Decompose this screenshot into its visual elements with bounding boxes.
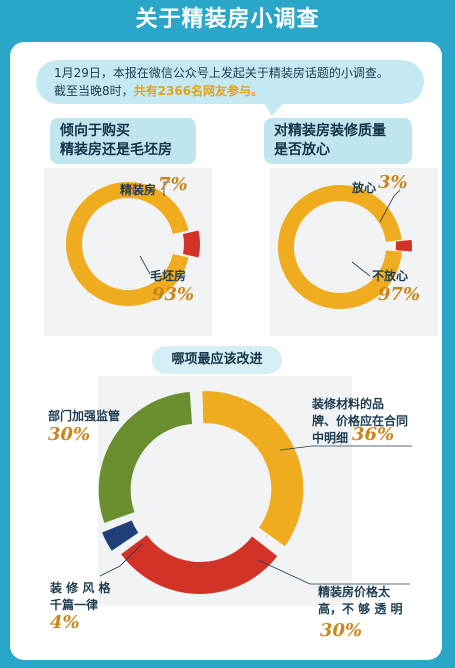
bubble-tail xyxy=(262,100,286,116)
donut3-leader-line-2 xyxy=(99,543,143,577)
q1-b-pct: 93% xyxy=(152,284,195,305)
q3-supervision-label: 部门加强监管 xyxy=(48,409,121,423)
intro-line-2-prefix: 截至当晚8时， xyxy=(54,84,134,98)
q3-slice-supervision xyxy=(98,392,193,523)
q1-b-label: 毛坯房 xyxy=(150,269,187,283)
q2-question-box: 对精装房装修质量 是否放心 xyxy=(264,118,412,164)
page-title: 关于精装房小调查 xyxy=(0,0,455,40)
q1-title-line-1: 倾向于购买 xyxy=(60,123,130,139)
q2-b-label: 不放心 xyxy=(372,269,409,283)
q3-supervision-pct: 30% xyxy=(48,424,91,445)
q1-a-pct: 7% xyxy=(158,174,188,195)
q2-slice-a xyxy=(395,239,412,252)
donut1-leader-line-1 xyxy=(139,255,151,275)
q3-title: 哪项最应该改进 xyxy=(152,346,282,374)
q3-materials-pct: 36% xyxy=(352,424,395,445)
q3-style-line-2: 千篇一律 xyxy=(50,598,99,612)
q3-price-line-1: 精装房价格太 xyxy=(318,585,391,599)
q3-slice-style xyxy=(102,520,139,551)
q2-title-line-2: 是否放心 xyxy=(274,142,330,158)
q3-materials-line-3: 中明细 xyxy=(312,431,349,445)
q1-question-box: 倾向于购买 精装房还是毛坯房 xyxy=(50,118,196,164)
donut1-leader-line-0 xyxy=(163,181,170,196)
q3-materials-label: 装修材料的品 牌、价格应在合同 中明细 xyxy=(312,396,424,447)
q3-price-pct: 30% xyxy=(320,620,363,641)
intro-bubble: 1月29日，本报在微信公众号上发起关于精装房话题的小调查。 截至当晚8时，共有2… xyxy=(36,60,424,104)
participants-highlight: 共有2366名网友参与。 xyxy=(133,84,264,98)
q3-price-label: 精装房价格太 高，不 够 透 明 xyxy=(318,584,403,618)
donut3-leader-line-1 xyxy=(257,559,410,585)
donut3-leader-line-0 xyxy=(279,445,412,451)
q3-price-line-2: 高，不 够 透 明 xyxy=(318,602,403,616)
q1-title-line-2: 精装房还是毛坯房 xyxy=(60,142,172,158)
q3-materials-line-1: 装修材料的品 xyxy=(312,397,385,411)
q2-b-pct: 97% xyxy=(378,284,421,305)
intro-line-1: 1月29日，本报在微信公众号上发起关于精装房话题的小调查。 xyxy=(54,66,389,80)
q2-a-pct: 3% xyxy=(378,172,408,193)
q3-style-line-1: 装 修 风 格 xyxy=(50,581,111,595)
q3-slice-materials xyxy=(202,391,304,547)
q2-a-label: 放心 xyxy=(352,181,377,195)
q1-slice-a xyxy=(182,230,200,258)
q3-slice-price xyxy=(121,535,278,594)
q3-materials-line-2: 牌、价格应在合同 xyxy=(312,414,409,428)
donut2-leader-line-1 xyxy=(351,261,371,277)
q2-title-line-1: 对精装房装修质量 xyxy=(274,123,386,139)
q1-a-label: 精装房 xyxy=(120,183,157,197)
q3-style-pct: 4% xyxy=(50,612,80,633)
donut2-leader-line-0 xyxy=(379,189,401,223)
intro-line-2: 截至当晚8时，共有2366名网友参与。 xyxy=(54,82,410,100)
q3-style-label: 装 修 风 格 千篇一律 xyxy=(50,580,111,614)
